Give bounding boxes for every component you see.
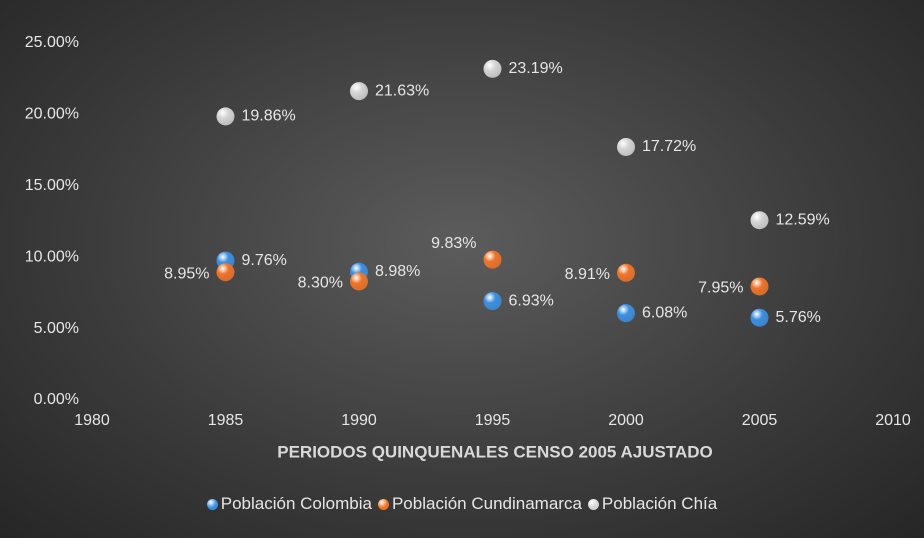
legend-label: Población Cundinamarca <box>391 494 582 513</box>
data-label: 8.98% <box>375 263 420 280</box>
legend-item: Población Chía <box>587 494 718 514</box>
legend-item: Población Colombia <box>206 494 372 514</box>
x-tick-label: 2000 <box>608 412 644 429</box>
data-point <box>617 137 635 156</box>
data-point <box>750 277 769 296</box>
data-point <box>350 82 368 101</box>
y-tick-label: 20.00% <box>25 106 79 123</box>
y-tick-label: 5.00% <box>34 320 79 337</box>
data-label: 21.63% <box>375 82 429 99</box>
legend-marker <box>587 498 599 510</box>
data-label: 5.76% <box>776 309 821 326</box>
legend-item: Población Cundinamarca <box>377 494 582 514</box>
x-tick-label: 2005 <box>742 412 778 429</box>
data-point <box>750 308 769 327</box>
data-label: 19.86% <box>242 108 296 125</box>
y-tick-label: 0.00% <box>34 391 79 408</box>
data-label: 8.30% <box>298 275 343 292</box>
legend-marker <box>206 498 218 510</box>
data-point <box>483 292 502 311</box>
data-label: 8.91% <box>565 266 610 283</box>
y-tick-label: 15.00% <box>25 177 79 194</box>
x-tick-label: 1995 <box>475 412 511 429</box>
x-tick-label: 2010 <box>875 412 911 429</box>
data-label: 9.76% <box>242 252 287 269</box>
legend-label: Población Chía <box>601 494 718 513</box>
data-label: 23.19% <box>509 60 563 77</box>
x-axis-title: PERIODOS QUINQUENALES CENSO 2005 AJUSTAD… <box>277 442 712 461</box>
data-point <box>483 59 502 78</box>
data-label: 6.08% <box>642 304 687 321</box>
data-label: 12.59% <box>776 211 830 228</box>
data-label: 8.95% <box>164 265 209 282</box>
data-label: 17.72% <box>642 138 696 155</box>
data-point <box>617 304 635 323</box>
data-point <box>350 272 368 291</box>
x-tick-label: 1990 <box>341 412 377 429</box>
legend-label: Población Colombia <box>220 494 372 513</box>
data-point <box>750 211 769 230</box>
data-label: 6.93% <box>509 292 554 309</box>
data-point <box>216 107 235 126</box>
y-tick-label: 25.00% <box>25 34 79 51</box>
data-label: 9.83% <box>431 235 476 252</box>
x-tick-label: 1985 <box>208 412 244 429</box>
x-tick-label: 1980 <box>74 412 110 429</box>
data-point <box>617 263 635 282</box>
legend: Población Colombia Población Cundinamarca… <box>0 494 924 514</box>
y-tick-label: 10.00% <box>25 248 79 265</box>
data-point <box>216 263 235 282</box>
data-label: 7.95% <box>698 280 743 297</box>
data-point <box>483 250 502 269</box>
legend-marker <box>377 498 389 510</box>
